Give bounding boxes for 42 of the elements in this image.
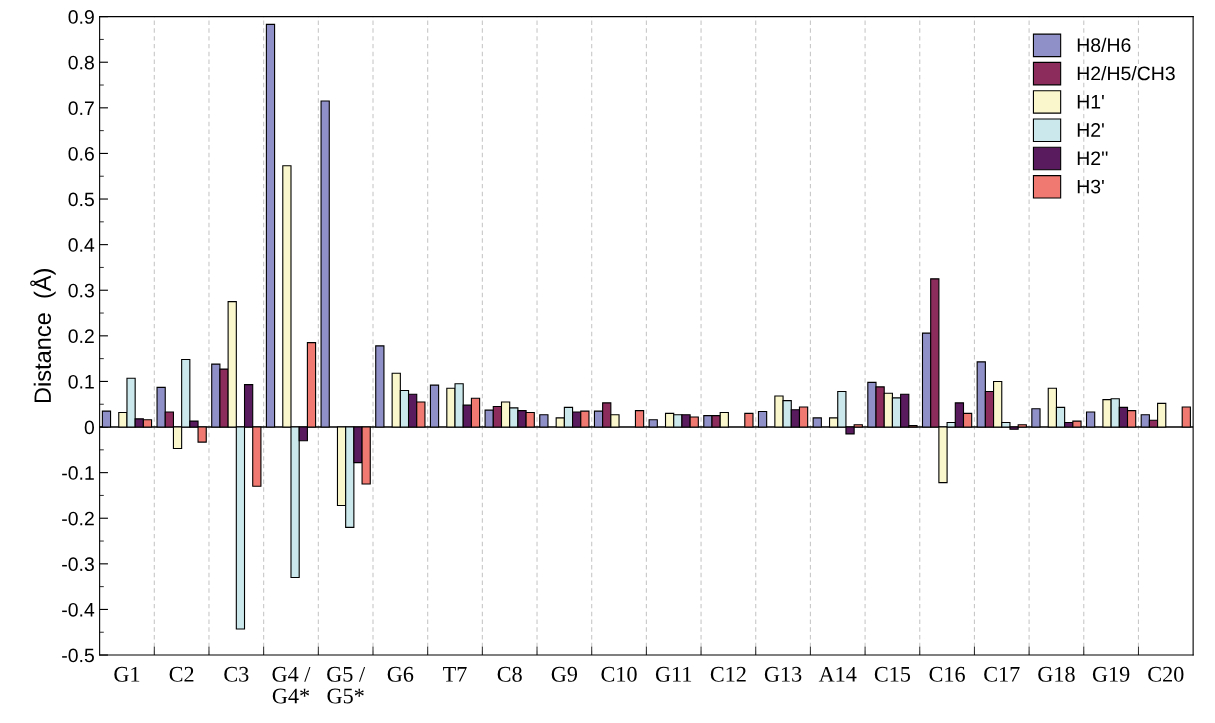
x-tick-label: T7 (443, 667, 467, 682)
y-tick-label: -0.3 (62, 557, 94, 572)
x-tick-label: G1 (114, 666, 140, 682)
x-tick-label: G19 (1092, 666, 1130, 682)
x-tick-label: G5 / G5* (327, 666, 366, 704)
x-tick-label: C2 (169, 666, 194, 682)
x-tick-label: G6 (387, 666, 414, 682)
y-tick-label: -0.4 (62, 602, 95, 617)
y-tick-label: 0.3 (68, 283, 94, 298)
x-tick-label: G13 (764, 666, 802, 682)
x-tick-label: A14 (818, 666, 857, 682)
x-tick-label: C16 (929, 666, 965, 682)
x-tick-label: G18 (1038, 666, 1075, 682)
y-tick-label: 0.1 (68, 374, 94, 389)
y-tick-label: -0.1 (62, 466, 94, 480)
x-tick-label: C17 (984, 666, 1020, 682)
x-tick-label: C8 (497, 666, 522, 682)
y-tick-label: -0.2 (62, 511, 94, 526)
y-tick-label: -0.5 (62, 648, 94, 663)
x-tick-label: C20 (1148, 666, 1184, 682)
x-tick-label: C3 (224, 666, 249, 682)
x-tick-label: G9 (551, 666, 578, 682)
y-tick-label: 0.2 (68, 329, 94, 344)
x-tick-label: C12 (710, 666, 746, 682)
x-tick-label: G4 / G4* (272, 666, 311, 704)
y-tick-label: 0.8 (68, 55, 94, 70)
y-axis-title: Distance (Å) (30, 269, 56, 403)
legend-label: H2' (1077, 123, 1104, 137)
y-tick-label: 0.4 (68, 238, 95, 252)
x-tick-label: G11 (655, 666, 692, 682)
x-tick-label: C10 (601, 666, 637, 682)
legend-label: H1' (1077, 95, 1104, 109)
legend-label: H2/H5/CH3 (1077, 66, 1175, 81)
y-tick-label: 0 (84, 420, 95, 435)
y-tick-label: 0.9 (68, 10, 94, 24)
y-tick-label: 0.5 (68, 192, 94, 207)
x-tick-label: C15 (874, 666, 911, 682)
y-tick-label: 0.6 (68, 146, 94, 161)
legend-label: H8/H6 (1077, 37, 1131, 53)
legend-label: H3' (1077, 179, 1104, 194)
legend-label: H2'' (1077, 151, 1108, 165)
y-tick-label: 0.7 (68, 101, 94, 116)
